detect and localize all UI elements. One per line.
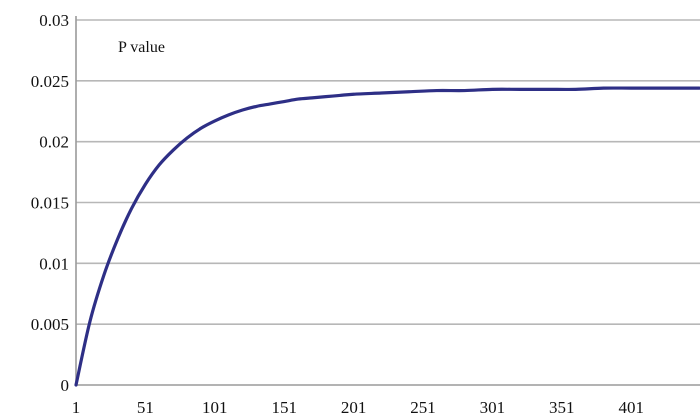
y-tick-label: 0.03 — [39, 11, 69, 30]
y-tick-label: 0 — [61, 376, 70, 395]
series-layer — [74, 86, 700, 387]
x-tick-labels: 1 51 101 151 201 251 301 351 401 — [72, 398, 644, 417]
x-tick-label: 251 — [410, 398, 436, 417]
x-tick-label: 301 — [480, 398, 506, 417]
x-tick-label: 1 — [72, 398, 81, 417]
y-tick-label: 0.02 — [39, 133, 69, 152]
grid-lines — [76, 19, 700, 325]
y-tick-label: 0.01 — [39, 254, 69, 273]
y-tick-label: 0.025 — [31, 72, 69, 91]
x-tick-label: 401 — [618, 398, 644, 417]
y-tick-label: 0.015 — [31, 194, 69, 213]
x-tick-label: 351 — [549, 398, 575, 417]
y-tick-labels: 0 0.005 0.01 0.015 0.02 0.025 0.03 — [31, 11, 69, 395]
axes — [75, 16, 700, 386]
x-tick-label: 151 — [271, 398, 297, 417]
x-tick-label: 101 — [202, 398, 228, 417]
series-line-1 — [74, 86, 700, 387]
x-tick-label: 51 — [137, 398, 154, 417]
chart-title: P value — [118, 39, 165, 56]
x-tick-label: 201 — [341, 398, 367, 417]
y-tick-label: 0.005 — [31, 315, 69, 334]
